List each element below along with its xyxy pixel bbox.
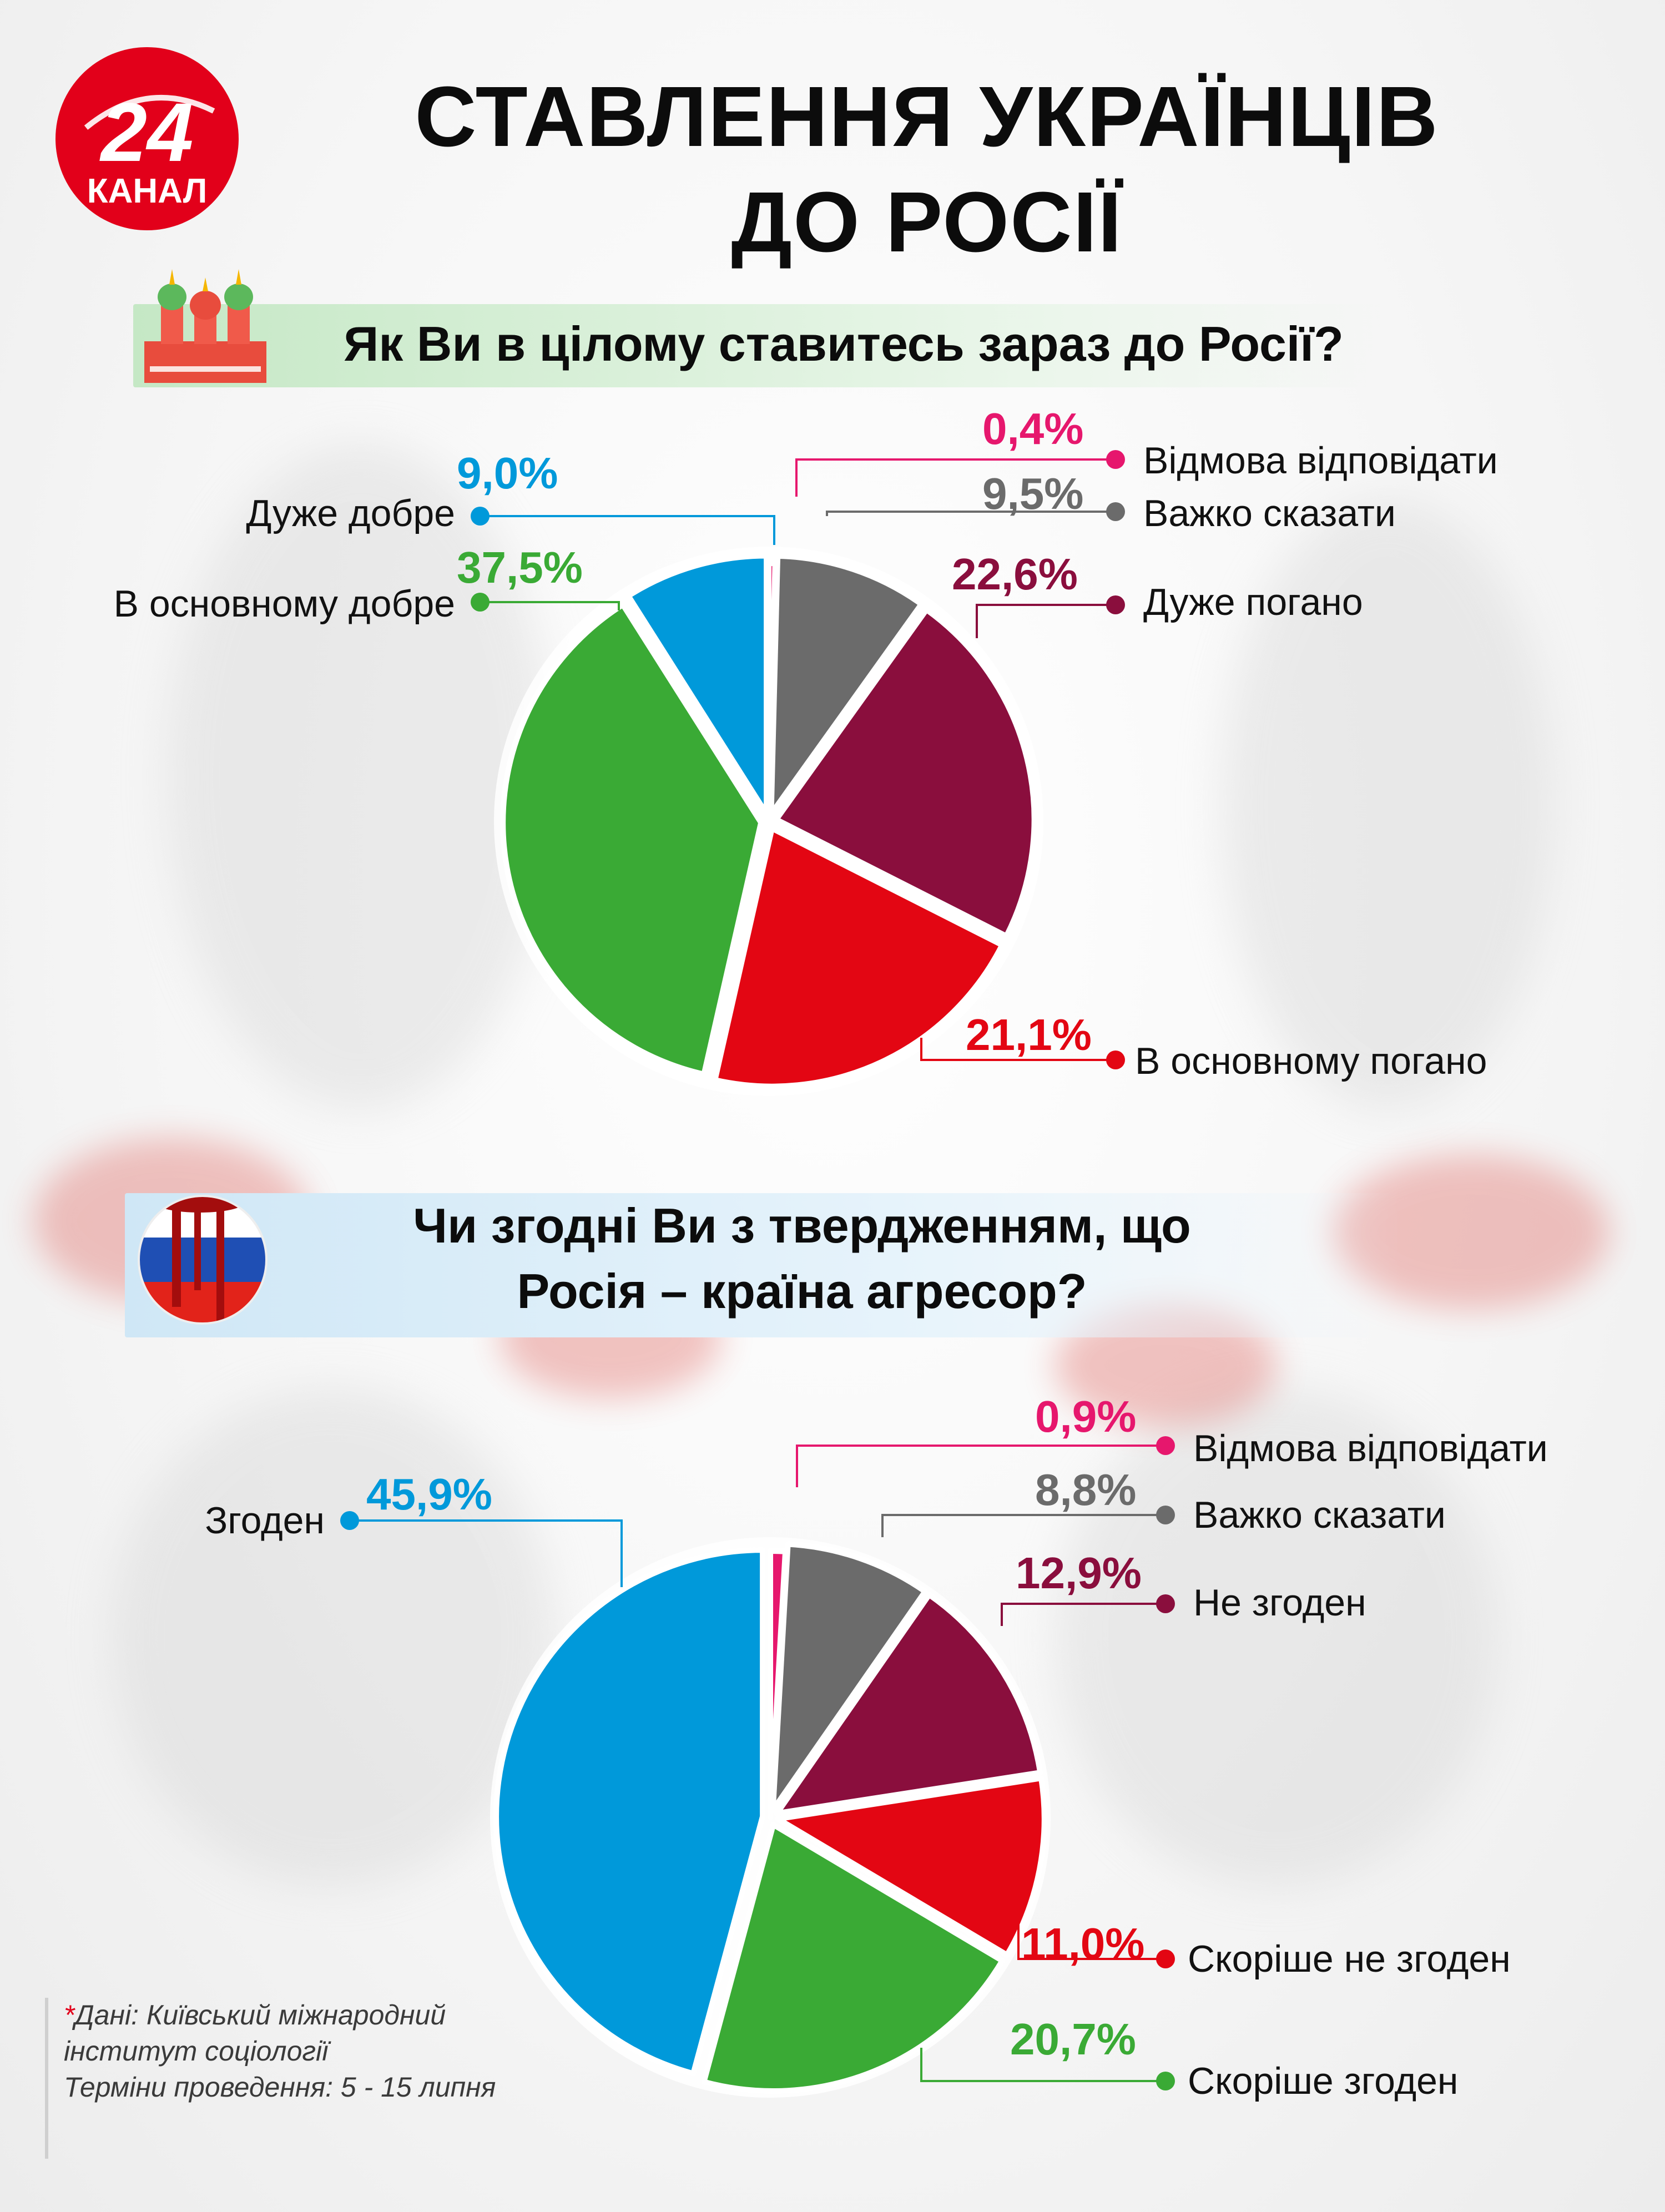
chart2-value-hard-to-say: 8,8% [1035, 1465, 1137, 1514]
chart2-value-disagree: 12,9% [1016, 1548, 1142, 1598]
background-hand-shape [167, 444, 555, 1110]
source-note-line-2: інститут соціології [64, 2036, 329, 2067]
question-2-text-line-2: Росія – країна агресор? [517, 1264, 1087, 1319]
chart1-value-refused: 0,4% [982, 404, 1084, 453]
pie-1-slice-0 [625, 553, 770, 817]
pie-2-leader-2 [1017, 1915, 1166, 1960]
pie-1-leader-5 [795, 458, 1116, 497]
logo-circle [56, 47, 239, 230]
pie-1-slice-2 [712, 825, 1005, 1089]
pie-2-leader-4 [881, 1514, 1166, 1537]
pie-2-leader-dot-1 [1156, 2072, 1175, 2090]
chart2-value-agree: 45,9% [366, 1469, 492, 1519]
chart1-value-mostly-good: 37,5% [457, 543, 583, 592]
pie-1-leader-dot-2 [1106, 1051, 1125, 1069]
source-note-bar [45, 1998, 48, 2159]
chart2-label-agree: Згоден [205, 1499, 325, 1542]
pie-1-leader-dot-0 [471, 507, 490, 526]
page-title-line-1: СТАВЛЕННЯ УКРАЇНЦІВ [415, 69, 1439, 164]
chart1-value-very-good: 9,0% [457, 448, 558, 498]
background-soldier-shape [1054, 1387, 1499, 1887]
page-title-line-2: ДО РОСІЇ [731, 174, 1123, 270]
background-soldier-shape [111, 1387, 555, 1887]
russian-flag-icon [138, 1195, 268, 1325]
chart2-label-rather-agree: Скоріше згоден [1188, 2060, 1459, 2102]
question-2-text-line-1: Чи згодні Ви з твердженням, що [413, 1198, 1191, 1253]
pie-2-slice-4 [770, 1541, 928, 1813]
pie-1-leader-dot-4 [1106, 502, 1125, 521]
chart1-label-hard-to-say: Важко сказати [1143, 492, 1396, 534]
source-note-line-1: *Дані: Київський міжнародний [64, 1998, 446, 2032]
chart2-value-rather-disagree: 11,0% [1021, 1919, 1145, 1968]
pie-1-leader-dot-1 [471, 593, 490, 612]
pie-1-leader-2 [920, 1038, 1116, 1061]
question-2-banner [125, 1193, 1401, 1337]
chart2-value-refused: 0,9% [1035, 1392, 1137, 1441]
pie-1-leader-dot-3 [1106, 595, 1125, 614]
pie-1-leader-0 [480, 515, 775, 545]
pie-1-slice-4 [768, 553, 925, 817]
chart1-value-mostly-bad: 21,1% [966, 1010, 1092, 1059]
pie-2-slice-0 [493, 1547, 766, 2077]
pie-2-leader-5 [796, 1445, 1166, 1487]
question-1-banner [133, 304, 1388, 387]
chart2-label-refused: Відмова відповідати [1193, 1427, 1548, 1469]
chart1-value-hard-to-say: 9,5% [982, 469, 1084, 518]
pie-2-leader-dot-4 [1156, 1506, 1175, 1524]
pie-1-leader-4 [826, 511, 1116, 516]
pie-2-leader-dot-3 [1156, 1594, 1175, 1613]
pie-2-leader-0 [350, 1519, 623, 1587]
logo-word: КАНАЛ [87, 172, 207, 210]
pie-1-leader-1 [480, 601, 620, 610]
pie-2-slice-2 [775, 1775, 1047, 1958]
source-note-asterisk: * [64, 1999, 75, 2031]
channel-24-logo: 24 КАНАЛ [56, 47, 239, 230]
pie-2-leader-3 [1001, 1603, 1166, 1626]
chart1-label-mostly-good: В основному добре [113, 583, 455, 625]
pie-1-slice-1 [500, 602, 764, 1077]
pie-2-leader-dot-5 [1156, 1436, 1175, 1455]
pie-2-slice-3 [774, 1592, 1043, 1816]
logo-number: 24 [99, 85, 194, 179]
chart1-label-mostly-bad: В основному погано [1135, 1040, 1487, 1082]
question-1-text: Як Ви в цілому ставитесь зараз до Росії? [344, 316, 1344, 371]
pie-1-leader-3 [976, 604, 1116, 638]
chart2-label-hard-to-say: Важко сказати [1193, 1494, 1446, 1536]
kremlin-cathedral-icon [144, 269, 266, 383]
chart1-value-very-bad: 22,6% [952, 549, 1078, 599]
chart2-value-rather-agree: 20,7% [1010, 2014, 1136, 2064]
pie-2-leader-dot-0 [340, 1511, 359, 1530]
source-note-text-1: Дані: Київський міжнародний [74, 1999, 446, 2031]
pie-2-leader-1 [920, 2048, 1166, 2082]
chart1-label-very-bad: Дуже погано [1143, 581, 1363, 623]
chart1-label-refused: Відмова відповідати [1143, 440, 1498, 482]
pie-2-slice-1 [701, 1821, 1005, 2094]
chart2-label-rather-disagree: Скоріше не згоден [1188, 1938, 1511, 1980]
pie-1-leader-dot-5 [1106, 450, 1125, 469]
background-hand-shape [1221, 499, 1554, 1110]
source-note-line-3: Терміни проведення: 5 - 15 липня [64, 2072, 496, 2103]
chart2-label-disagree: Не згоден [1193, 1582, 1366, 1624]
pie-2-leader-dot-2 [1156, 1950, 1175, 1968]
pie-1-slice-3 [773, 607, 1037, 939]
chart1-label-very-good: Дуже добре [246, 492, 455, 534]
